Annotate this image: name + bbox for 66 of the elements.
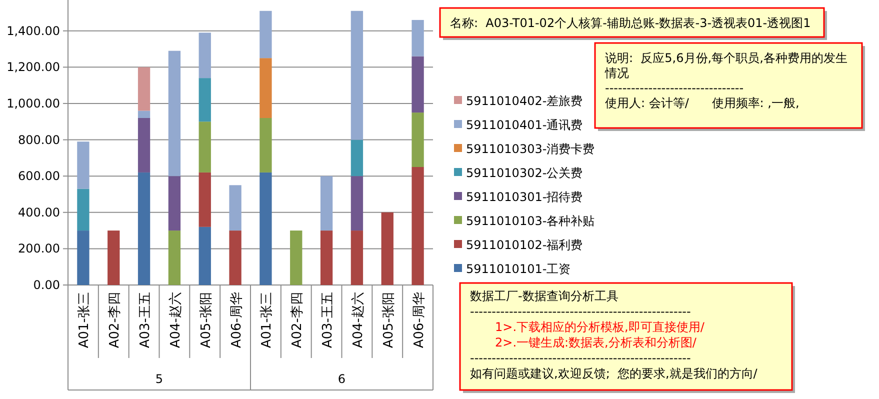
x-tick-label: A01-张三 xyxy=(260,292,275,348)
x-tick-label: A03-王五 xyxy=(138,292,154,348)
bar xyxy=(350,140,364,176)
bar xyxy=(290,230,302,285)
bar xyxy=(381,212,394,285)
x-tick-label: A06-周华 xyxy=(412,292,427,348)
y-tick-label: 800.00 xyxy=(18,132,60,147)
x-tick-label: A04-赵六 xyxy=(168,292,184,348)
bar xyxy=(198,226,211,285)
text: 数据工厂-数据查询分析工具 --------------------------------------------------- xyxy=(470,289,691,318)
bar xyxy=(198,122,211,172)
text: 5 xyxy=(155,372,164,386)
legend-label: 5911010103-各种补贴 xyxy=(466,214,595,228)
bar xyxy=(350,10,364,140)
x-tick-label: A05-张阳 xyxy=(198,292,214,348)
bar xyxy=(350,230,364,285)
y-tick-label: 400.00 xyxy=(18,205,60,220)
y-tick-label: 1,200.00 xyxy=(6,60,60,74)
x-tick-label: A04-赵六 xyxy=(350,292,366,348)
bar xyxy=(350,176,364,231)
legend-label: 5911010401-通讯费 xyxy=(466,118,583,132)
bar xyxy=(260,172,272,285)
y-tick-label: 200.00 xyxy=(18,242,60,256)
text: 6 xyxy=(338,372,346,386)
bar xyxy=(320,230,333,285)
bar xyxy=(168,230,181,285)
x-tick-label: A03-王五 xyxy=(320,292,336,348)
bar xyxy=(138,118,150,172)
y-tick-label: 600.00 xyxy=(18,169,60,184)
bar xyxy=(412,167,424,285)
x-tick-label: A05-张阳 xyxy=(381,292,396,348)
bar xyxy=(138,110,150,118)
bar xyxy=(412,112,424,168)
bar xyxy=(412,20,424,56)
bar xyxy=(198,172,211,227)
bar xyxy=(198,78,211,122)
y-tick-label: 1,400.00 xyxy=(6,24,60,38)
x-tick-label: A02-李四 xyxy=(290,292,306,348)
bar xyxy=(138,172,150,285)
bar xyxy=(168,50,181,176)
legend-label: 5911010302-公关费 xyxy=(466,166,583,180)
bar xyxy=(229,185,242,231)
text: 名称: A03-T01-02个人核算-辅助总账-数据表-3-透视表01-透视图1 xyxy=(450,16,811,30)
text: 说明: 反应5,6月份,每个职员,各种费用的发生情况 xyxy=(604,51,848,80)
text: -------------------------------- 使用人: 会计等/ 使用频率: ,一般, xyxy=(605,81,800,110)
bar xyxy=(412,56,424,113)
legend-label: 5911010102-福利费 xyxy=(466,238,583,252)
bar xyxy=(229,230,242,285)
legend-label: 5911010303-消费卡费 xyxy=(466,142,595,156)
x-tick-label: A06-周华 xyxy=(229,292,244,348)
text: 1>.下载相应的分析模板,即可直接使用/ 2>.一键生成:数据表,分析表和分析图/ xyxy=(495,320,706,350)
text: --------------------------------------------------- 如有问题或建议,欢迎反馈; 您的要求,就是我们的方向/ xyxy=(470,351,758,380)
bar xyxy=(320,176,333,231)
bar xyxy=(108,230,120,285)
y-tick-label: 1,000.00 xyxy=(6,96,60,110)
bar xyxy=(77,230,90,285)
bar xyxy=(77,188,90,231)
legend-label: 5911010402-差旅费 xyxy=(466,94,583,108)
bar xyxy=(198,32,211,78)
legend-label: 5911010301-招待费 xyxy=(466,190,583,204)
y-tick-label: 0.00 xyxy=(33,278,60,292)
x-tick-label: A02-李四 xyxy=(108,292,123,348)
legend-label: 5911010101-工资 xyxy=(466,262,571,276)
x-tick-label: A01-张三 xyxy=(77,292,92,348)
bar xyxy=(168,176,181,231)
bar xyxy=(77,142,90,189)
